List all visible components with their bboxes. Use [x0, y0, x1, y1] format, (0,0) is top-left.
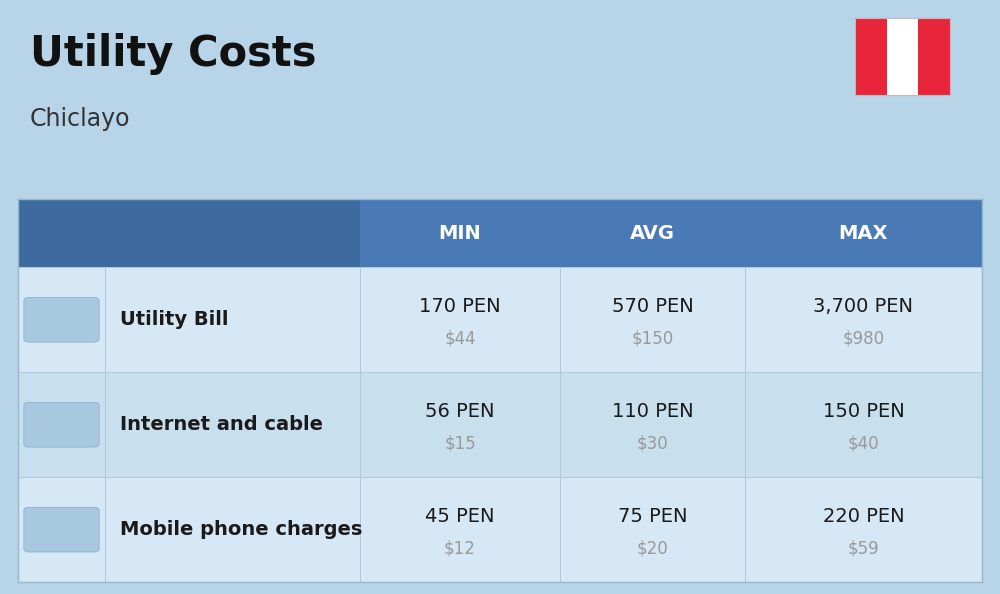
Text: $15: $15	[444, 435, 476, 453]
Text: 220 PEN: 220 PEN	[823, 507, 904, 526]
FancyBboxPatch shape	[18, 267, 982, 372]
Text: MAX: MAX	[839, 224, 888, 242]
Text: Chiclayo: Chiclayo	[30, 107, 130, 131]
FancyBboxPatch shape	[24, 402, 99, 447]
FancyBboxPatch shape	[18, 199, 982, 267]
FancyBboxPatch shape	[18, 477, 982, 582]
Text: $40: $40	[848, 435, 879, 453]
Text: 150 PEN: 150 PEN	[823, 402, 904, 421]
FancyBboxPatch shape	[24, 507, 99, 552]
Text: Internet and cable: Internet and cable	[120, 415, 323, 434]
Text: 170 PEN: 170 PEN	[419, 296, 501, 315]
Text: 75 PEN: 75 PEN	[618, 507, 687, 526]
Text: 3,700 PEN: 3,700 PEN	[813, 296, 913, 315]
FancyBboxPatch shape	[855, 18, 887, 95]
Text: 45 PEN: 45 PEN	[425, 507, 495, 526]
Text: $12: $12	[444, 539, 476, 558]
FancyBboxPatch shape	[18, 199, 360, 267]
FancyBboxPatch shape	[918, 18, 950, 95]
Text: 56 PEN: 56 PEN	[425, 402, 495, 421]
FancyBboxPatch shape	[24, 298, 99, 342]
Text: $59: $59	[848, 539, 879, 558]
FancyBboxPatch shape	[887, 18, 918, 95]
FancyBboxPatch shape	[18, 372, 982, 477]
Text: 110 PEN: 110 PEN	[612, 402, 693, 421]
Text: MIN: MIN	[439, 224, 481, 242]
Text: $44: $44	[444, 330, 476, 347]
Text: Utility Costs: Utility Costs	[30, 33, 316, 75]
Text: Mobile phone charges: Mobile phone charges	[120, 520, 362, 539]
Text: $980: $980	[842, 330, 885, 347]
Text: $30: $30	[637, 435, 668, 453]
Text: $150: $150	[631, 330, 674, 347]
Text: AVG: AVG	[630, 224, 675, 242]
Text: 570 PEN: 570 PEN	[612, 296, 693, 315]
Text: Utility Bill: Utility Bill	[120, 310, 228, 329]
Text: $20: $20	[637, 539, 668, 558]
